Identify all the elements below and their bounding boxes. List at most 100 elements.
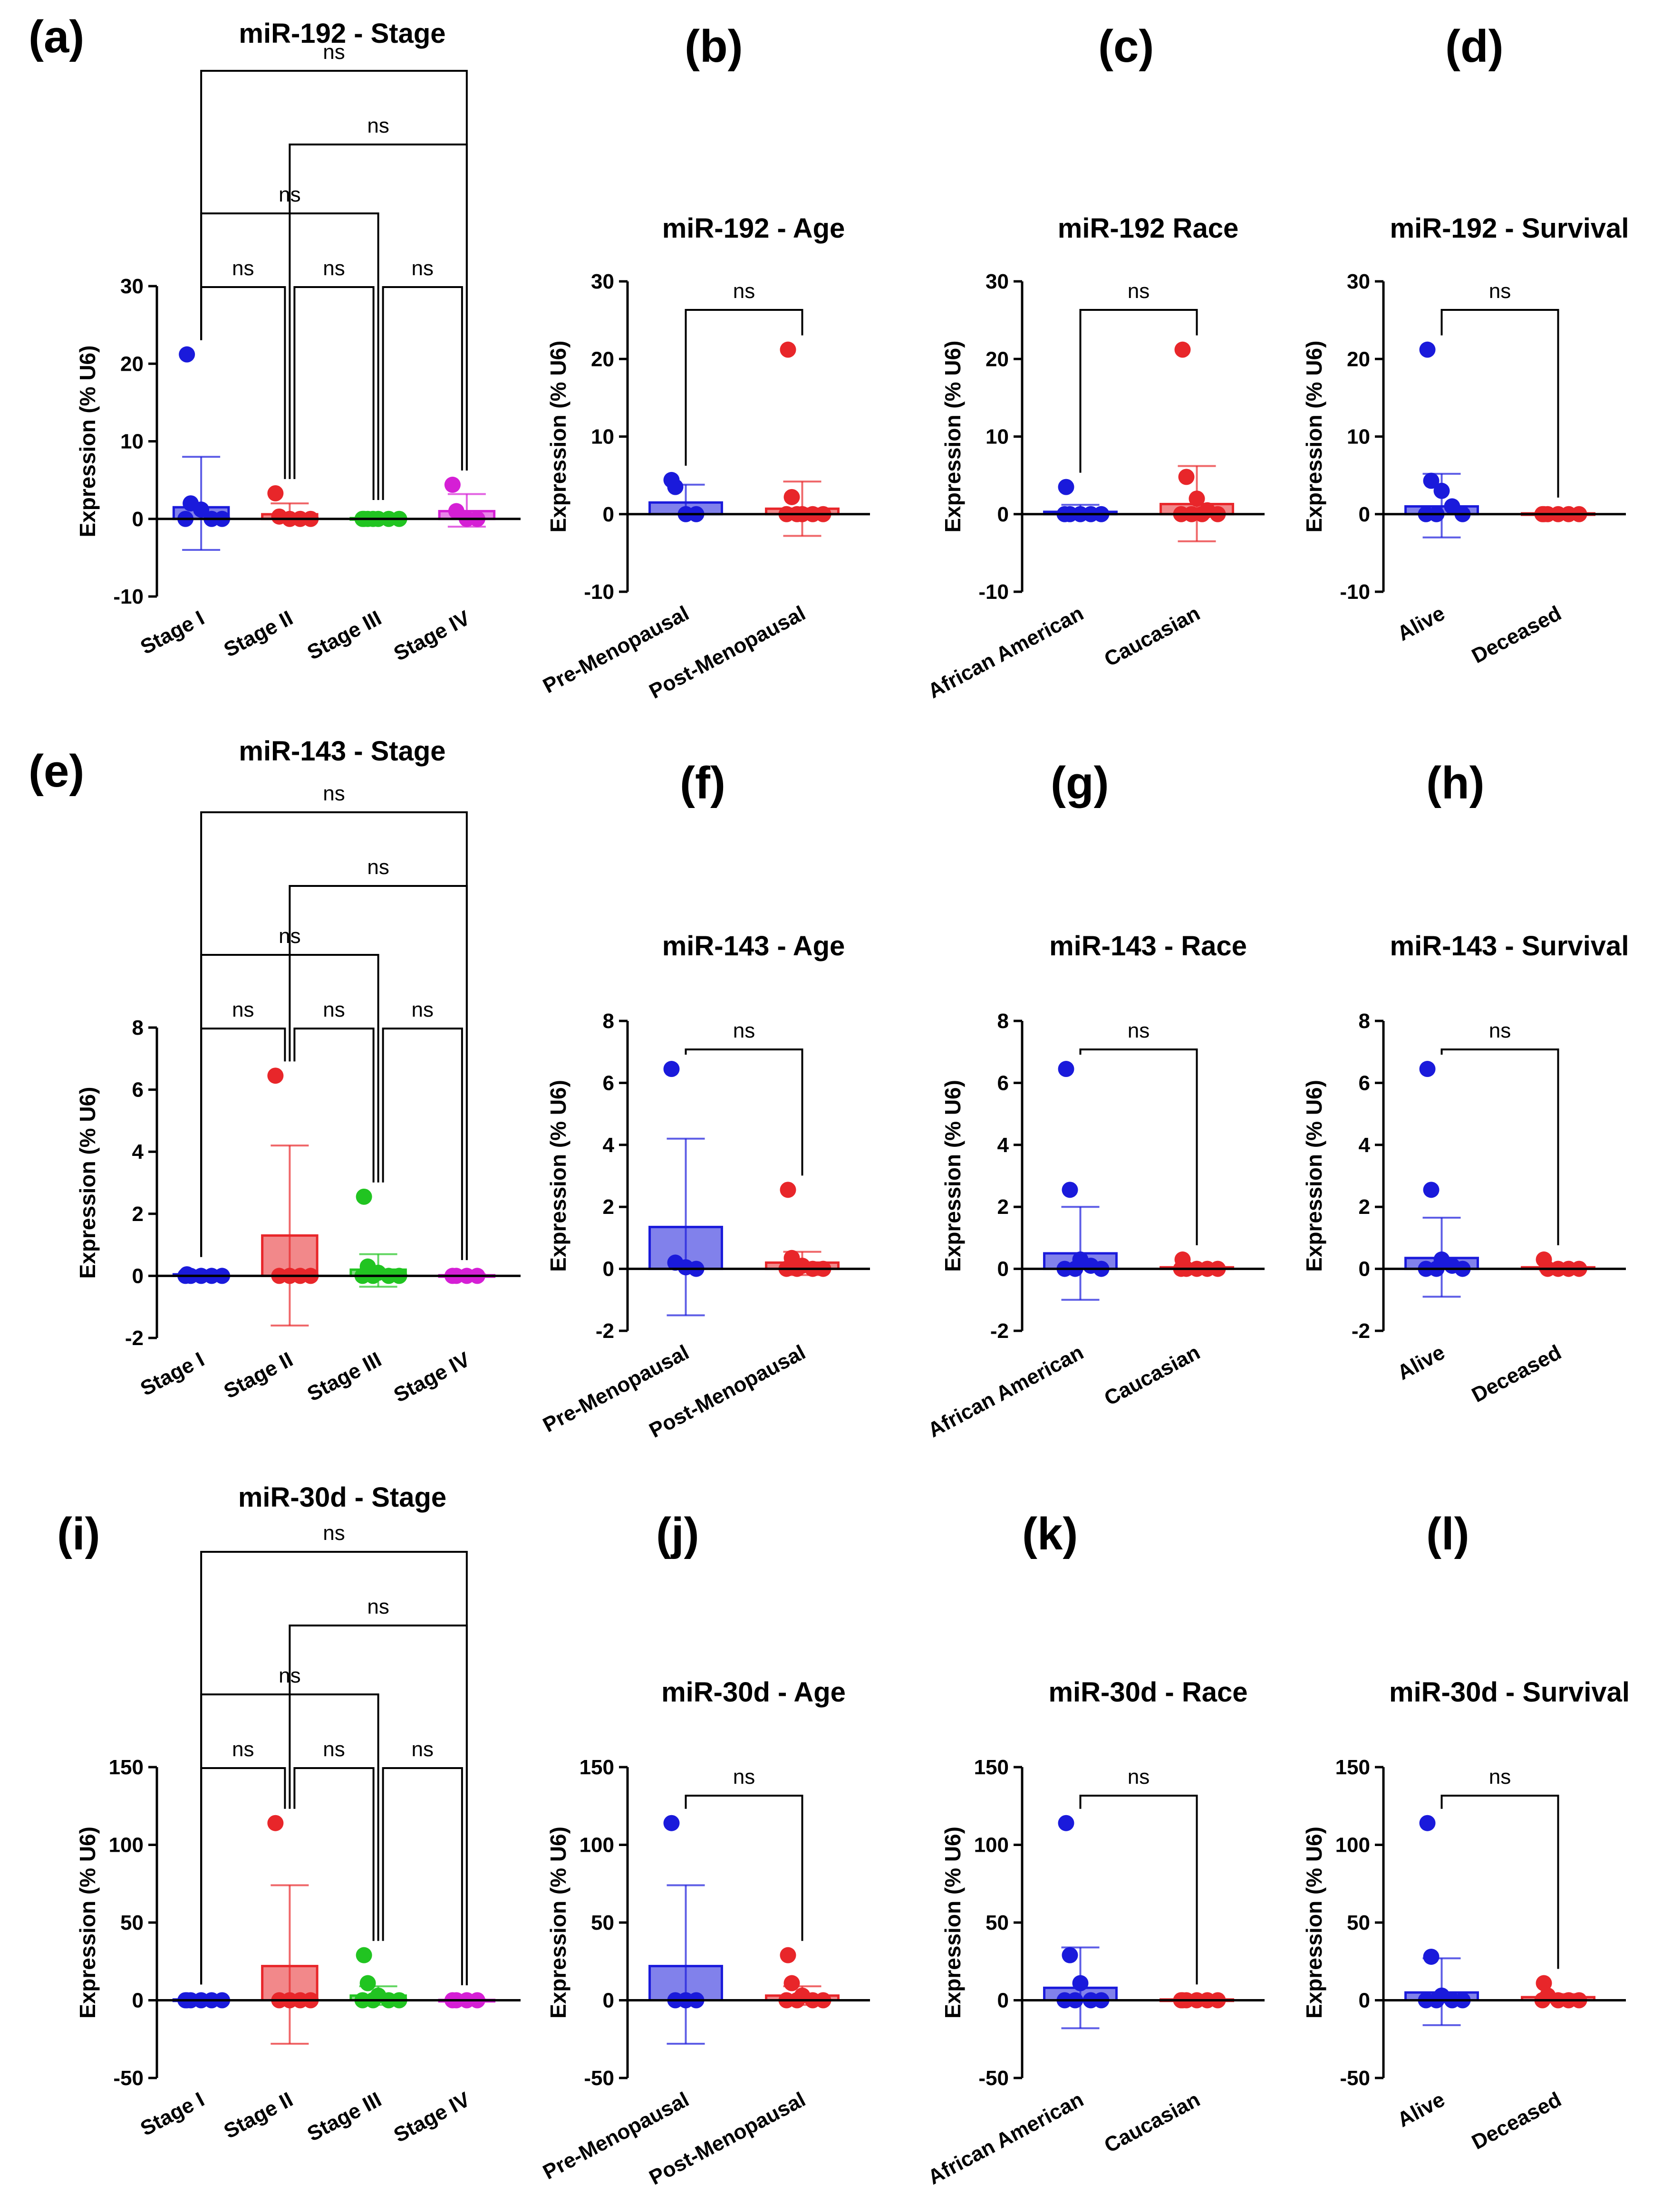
significance-label: ns — [323, 40, 345, 64]
significance-label: ns — [1489, 279, 1511, 303]
panel-title: miR-192 - Age — [662, 213, 845, 244]
significance-label: ns — [733, 1019, 755, 1042]
significance-label: ns — [412, 998, 434, 1021]
data-point — [179, 346, 195, 363]
y-tick-label: -2 — [1352, 1319, 1370, 1343]
category-label: Deceased — [1468, 602, 1565, 668]
y-tick-label: 6 — [603, 1071, 614, 1095]
y-tick-label: 0 — [1359, 1258, 1370, 1281]
data-point — [1174, 341, 1191, 358]
panel-letter: (h) — [1426, 758, 1485, 808]
category-label: Caucasian — [1101, 2088, 1204, 2158]
data-point — [1433, 482, 1450, 499]
category-label: Deceased — [1468, 2088, 1565, 2154]
significance-bracket — [1079, 1795, 1198, 1985]
y-tick-label: 10 — [120, 430, 144, 453]
significance-label: ns — [1489, 1019, 1511, 1042]
y-tick-label: 0 — [1359, 1989, 1370, 2012]
data-point — [780, 1182, 796, 1198]
panel-b: (b) miR-192 - Age -10 0 10 20 30 Expression (% … — [539, 21, 870, 703]
significance-label: ns — [367, 1595, 389, 1618]
y-tick-label: 0 — [997, 503, 1009, 526]
y-tick-label: 0 — [997, 1258, 1009, 1281]
y-tick-label: -2 — [990, 1319, 1009, 1343]
significance-label: ns — [1128, 1019, 1150, 1042]
y-tick-label: -2 — [125, 1327, 144, 1350]
significance-bracket — [293, 1028, 375, 1183]
data-point — [359, 1975, 376, 1991]
y-tick-label: 0 — [132, 1989, 144, 2012]
category-label: Caucasian — [1101, 602, 1204, 672]
category-label: Stage III — [303, 1348, 385, 1406]
panel-letter: (l) — [1426, 1509, 1469, 1559]
panel-f: (f) miR-143 - Age -2 0 2 4 6 8 Expression (% U6)… — [539, 758, 870, 1443]
y-tick-label: 150 — [580, 1756, 614, 1779]
data-point — [1072, 1975, 1089, 1991]
y-tick-label: 150 — [109, 1756, 144, 1779]
y-tick-label: -50 — [113, 2067, 144, 2090]
panel-title: miR-30d - Age — [661, 1677, 846, 1708]
panel-title: miR-143 - Stage — [239, 736, 445, 767]
panel-letter: (d) — [1445, 21, 1504, 72]
significance-bracket — [1440, 1795, 1559, 1969]
data-point — [267, 1068, 284, 1084]
y-tick-label: 30 — [1347, 270, 1370, 293]
panel-title: miR-143 - Survival — [1390, 931, 1629, 962]
panel-letter: (b) — [685, 21, 743, 72]
significance-bracket — [200, 1028, 286, 1257]
significance-label: ns — [412, 257, 434, 280]
significance-bracket — [685, 1795, 803, 1941]
panel-k: (k) miR-30d - Race -50 0 50 100 150 Expression … — [924, 1509, 1265, 2189]
significance-bracket — [293, 1767, 375, 1941]
y-tick-label: 20 — [986, 347, 1009, 371]
panel-title: miR-143 - Race — [1049, 931, 1247, 962]
y-tick-label: 30 — [120, 275, 144, 298]
y-axis-label: Expression (% U6) — [75, 1827, 100, 2019]
panel-title: miR-192 - Survival — [1390, 213, 1629, 244]
significance-label: ns — [323, 1521, 345, 1545]
y-axis-label: Expression (% U6) — [1302, 1080, 1326, 1272]
panel-title: miR-192 Race — [1058, 213, 1238, 244]
panel-title: miR-30d - Race — [1048, 1677, 1247, 1708]
panel-letter: (f) — [680, 758, 725, 808]
significance-label: ns — [323, 1738, 345, 1761]
y-tick-label: 50 — [591, 1911, 614, 1934]
y-tick-label: 50 — [1347, 1911, 1370, 1934]
panel-title: miR-30d - Stage — [238, 1482, 446, 1513]
panel-h: (h) miR-143 - Survival -2 0 2 4 6 8 Expression (… — [1302, 758, 1629, 1407]
y-tick-label: -50 — [584, 2067, 614, 2090]
significance-bracket — [200, 1767, 286, 1985]
y-tick-label: -10 — [1340, 580, 1370, 604]
data-point — [1189, 490, 1205, 507]
panel-letter: (a) — [29, 11, 84, 62]
y-tick-label: 100 — [974, 1834, 1009, 1857]
y-tick-label: 20 — [591, 347, 614, 371]
category-label: Caucasian — [1101, 1341, 1204, 1411]
significance-bracket — [293, 286, 375, 500]
panel-letter: (e) — [29, 746, 84, 797]
y-tick-label: 4 — [603, 1134, 615, 1157]
data-point — [1178, 469, 1195, 485]
category-label: Alive — [1393, 602, 1449, 646]
significance-label: ns — [1489, 1765, 1511, 1789]
significance-label: ns — [1128, 279, 1150, 303]
data-point — [1058, 1061, 1074, 1077]
significance-label: ns — [232, 998, 254, 1021]
y-tick-label: 30 — [591, 270, 614, 293]
significance-label: ns — [323, 998, 345, 1021]
significance-bracket — [1079, 309, 1198, 473]
panel-title: miR-192 - Stage — [239, 18, 445, 49]
y-tick-label: 50 — [120, 1911, 144, 1934]
category-label: Stage I — [136, 606, 208, 659]
y-tick-label: 6 — [1359, 1071, 1370, 1095]
panel-letter: (i) — [57, 1509, 100, 1559]
category-label: Stage III — [303, 606, 385, 664]
y-axis-label: Expression (% U6) — [75, 346, 100, 538]
significance-bracket — [200, 286, 286, 479]
data-point — [780, 341, 796, 358]
y-tick-label: 10 — [986, 425, 1009, 449]
y-tick-label: -10 — [584, 580, 614, 604]
y-tick-label: 8 — [1359, 1010, 1370, 1033]
